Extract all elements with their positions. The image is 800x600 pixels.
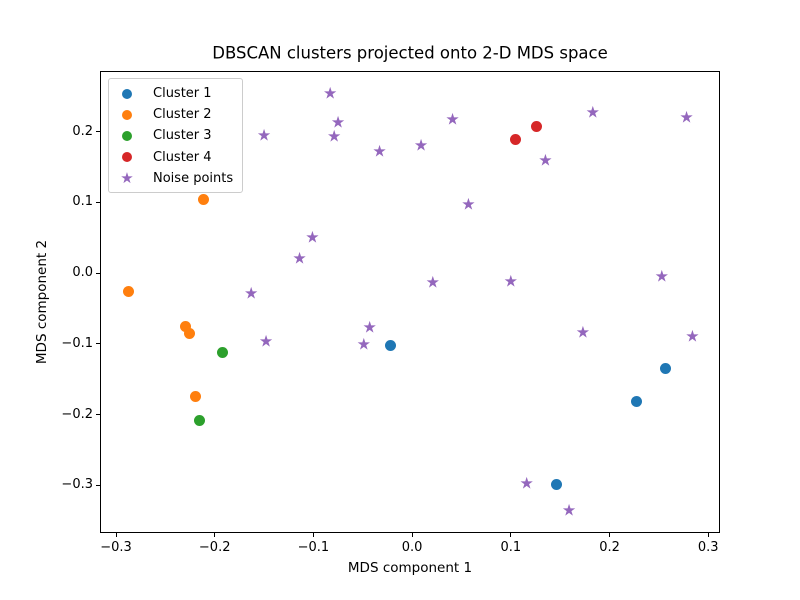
- x-tick-label: −0.2: [198, 540, 231, 555]
- legend-label: Cluster 2: [153, 107, 212, 123]
- scatter-point-cluster-2: [179, 320, 191, 332]
- scatter-point-noise-points: ★: [575, 321, 591, 341]
- scatter-point-noise-points: ★: [362, 317, 377, 337]
- scatter-point-cluster-4: [530, 120, 542, 132]
- x-tick-label: −0.3: [100, 540, 132, 555]
- y-tick-label: −0.2: [61, 406, 93, 422]
- circle-marker-icon: [109, 109, 145, 120]
- scatter-point-cluster-2: [183, 328, 195, 340]
- legend-item-cluster-4: Cluster 4: [109, 147, 242, 168]
- scatter-point-noise-points: ★: [538, 150, 553, 170]
- scatter-point-noise-points: ★: [292, 248, 307, 268]
- scatter-point-noise-points: ★: [244, 283, 259, 303]
- x-tick-label: 0.1: [500, 540, 522, 555]
- y-tick: [96, 201, 100, 203]
- y-tick-label: 0.1: [72, 194, 93, 210]
- x-tick-label: 0.2: [599, 540, 620, 555]
- y-tick-label: 0.0: [72, 265, 93, 281]
- legend-label: Cluster 4: [153, 149, 212, 165]
- scatter-point-noise-points: ★: [356, 334, 371, 354]
- x-axis-label: MDS component 1: [347, 560, 473, 576]
- scatter-point-cluster-2: [190, 390, 202, 402]
- x-tick: [609, 533, 611, 537]
- chart-title: DBSCAN clusters projected onto 2-D MDS s…: [212, 43, 608, 63]
- scatter-point-cluster-1: [660, 363, 672, 375]
- scatter-point-noise-points: ★: [445, 109, 460, 129]
- y-axis-label: MDS component 2: [34, 239, 50, 365]
- y-tick: [96, 414, 100, 415]
- scatter-point-noise-points: ★: [425, 272, 441, 292]
- x-tick: [214, 533, 216, 537]
- star-marker-icon: ★: [120, 168, 134, 187]
- x-tick-label: 0.3: [697, 540, 719, 555]
- scatter-point-noise-points: ★: [461, 194, 476, 214]
- scatter-point-noise-points: ★: [330, 111, 346, 131]
- legend-label: Noise points: [153, 170, 234, 186]
- scatter-point-cluster-2: [198, 194, 210, 206]
- scatter-point-noise-points: ★: [256, 125, 272, 145]
- y-tick-label: −0.3: [61, 477, 93, 493]
- scatter-point-noise-points: ★: [685, 326, 700, 346]
- y-tick: [96, 272, 100, 274]
- circle-marker-icon: [109, 130, 145, 141]
- circle-marker-icon: [109, 152, 145, 163]
- legend-item-cluster-3: Cluster 3: [109, 125, 242, 146]
- legend-item-cluster-1: Cluster 1: [109, 83, 242, 104]
- y-tick: [96, 131, 100, 133]
- x-tick: [510, 533, 512, 537]
- scatter-point-noise-points: ★: [258, 331, 274, 351]
- x-tick: [312, 533, 314, 537]
- scatter-point-noise-points: ★: [519, 473, 534, 493]
- scatter-point-noise-points: ★: [585, 102, 600, 122]
- y-tick: [96, 484, 100, 486]
- scatter-point-cluster-1: [384, 340, 396, 352]
- legend: Cluster 1 Cluster 2 Cluster 3 Cluster 4 ★ Noi…: [108, 78, 243, 193]
- x-tick: [115, 533, 117, 537]
- scatter-point-cluster-3: [194, 414, 206, 426]
- legend-label: Cluster 3: [153, 128, 212, 144]
- scatter-point-cluster-2: [123, 286, 135, 297]
- scatter-point-noise-points: ★: [305, 227, 320, 247]
- scatter-point-cluster-1: [630, 396, 642, 408]
- scatter-point-noise-points: ★: [372, 140, 387, 160]
- scatter-point-noise-points: ★: [561, 500, 577, 520]
- y-tick: [96, 343, 100, 345]
- legend-item-cluster-2: Cluster 2: [109, 104, 242, 125]
- x-tick-label: −0.1: [297, 540, 330, 555]
- circle-marker-icon: [109, 88, 145, 99]
- legend-item-noise-points: ★ Noise points: [109, 168, 242, 189]
- scatter-point-noise-points: ★: [503, 270, 518, 290]
- scatter-point-cluster-3: [217, 346, 229, 358]
- scatter-point-cluster-4: [510, 134, 522, 145]
- y-tick-label: 0.2: [72, 123, 93, 139]
- scatter-point-noise-points: ★: [654, 266, 670, 286]
- scatter-point-cluster-1: [550, 478, 562, 490]
- x-tick: [411, 533, 413, 537]
- plot-area: Cluster 1 Cluster 2 Cluster 3 Cluster 4 ★ Noi…: [61, 71, 720, 555]
- scatter-point-noise-points: ★: [326, 126, 342, 146]
- legend-label: Cluster 1: [153, 86, 212, 102]
- scatter-point-noise-points: ★: [679, 107, 694, 127]
- x-tick: [707, 533, 709, 537]
- y-tick-label: −0.1: [61, 335, 93, 351]
- x-tick-label: 0.0: [401, 540, 423, 555]
- scatter-point-noise-points: ★: [323, 83, 338, 103]
- scatter-point-noise-points: ★: [413, 135, 429, 155]
